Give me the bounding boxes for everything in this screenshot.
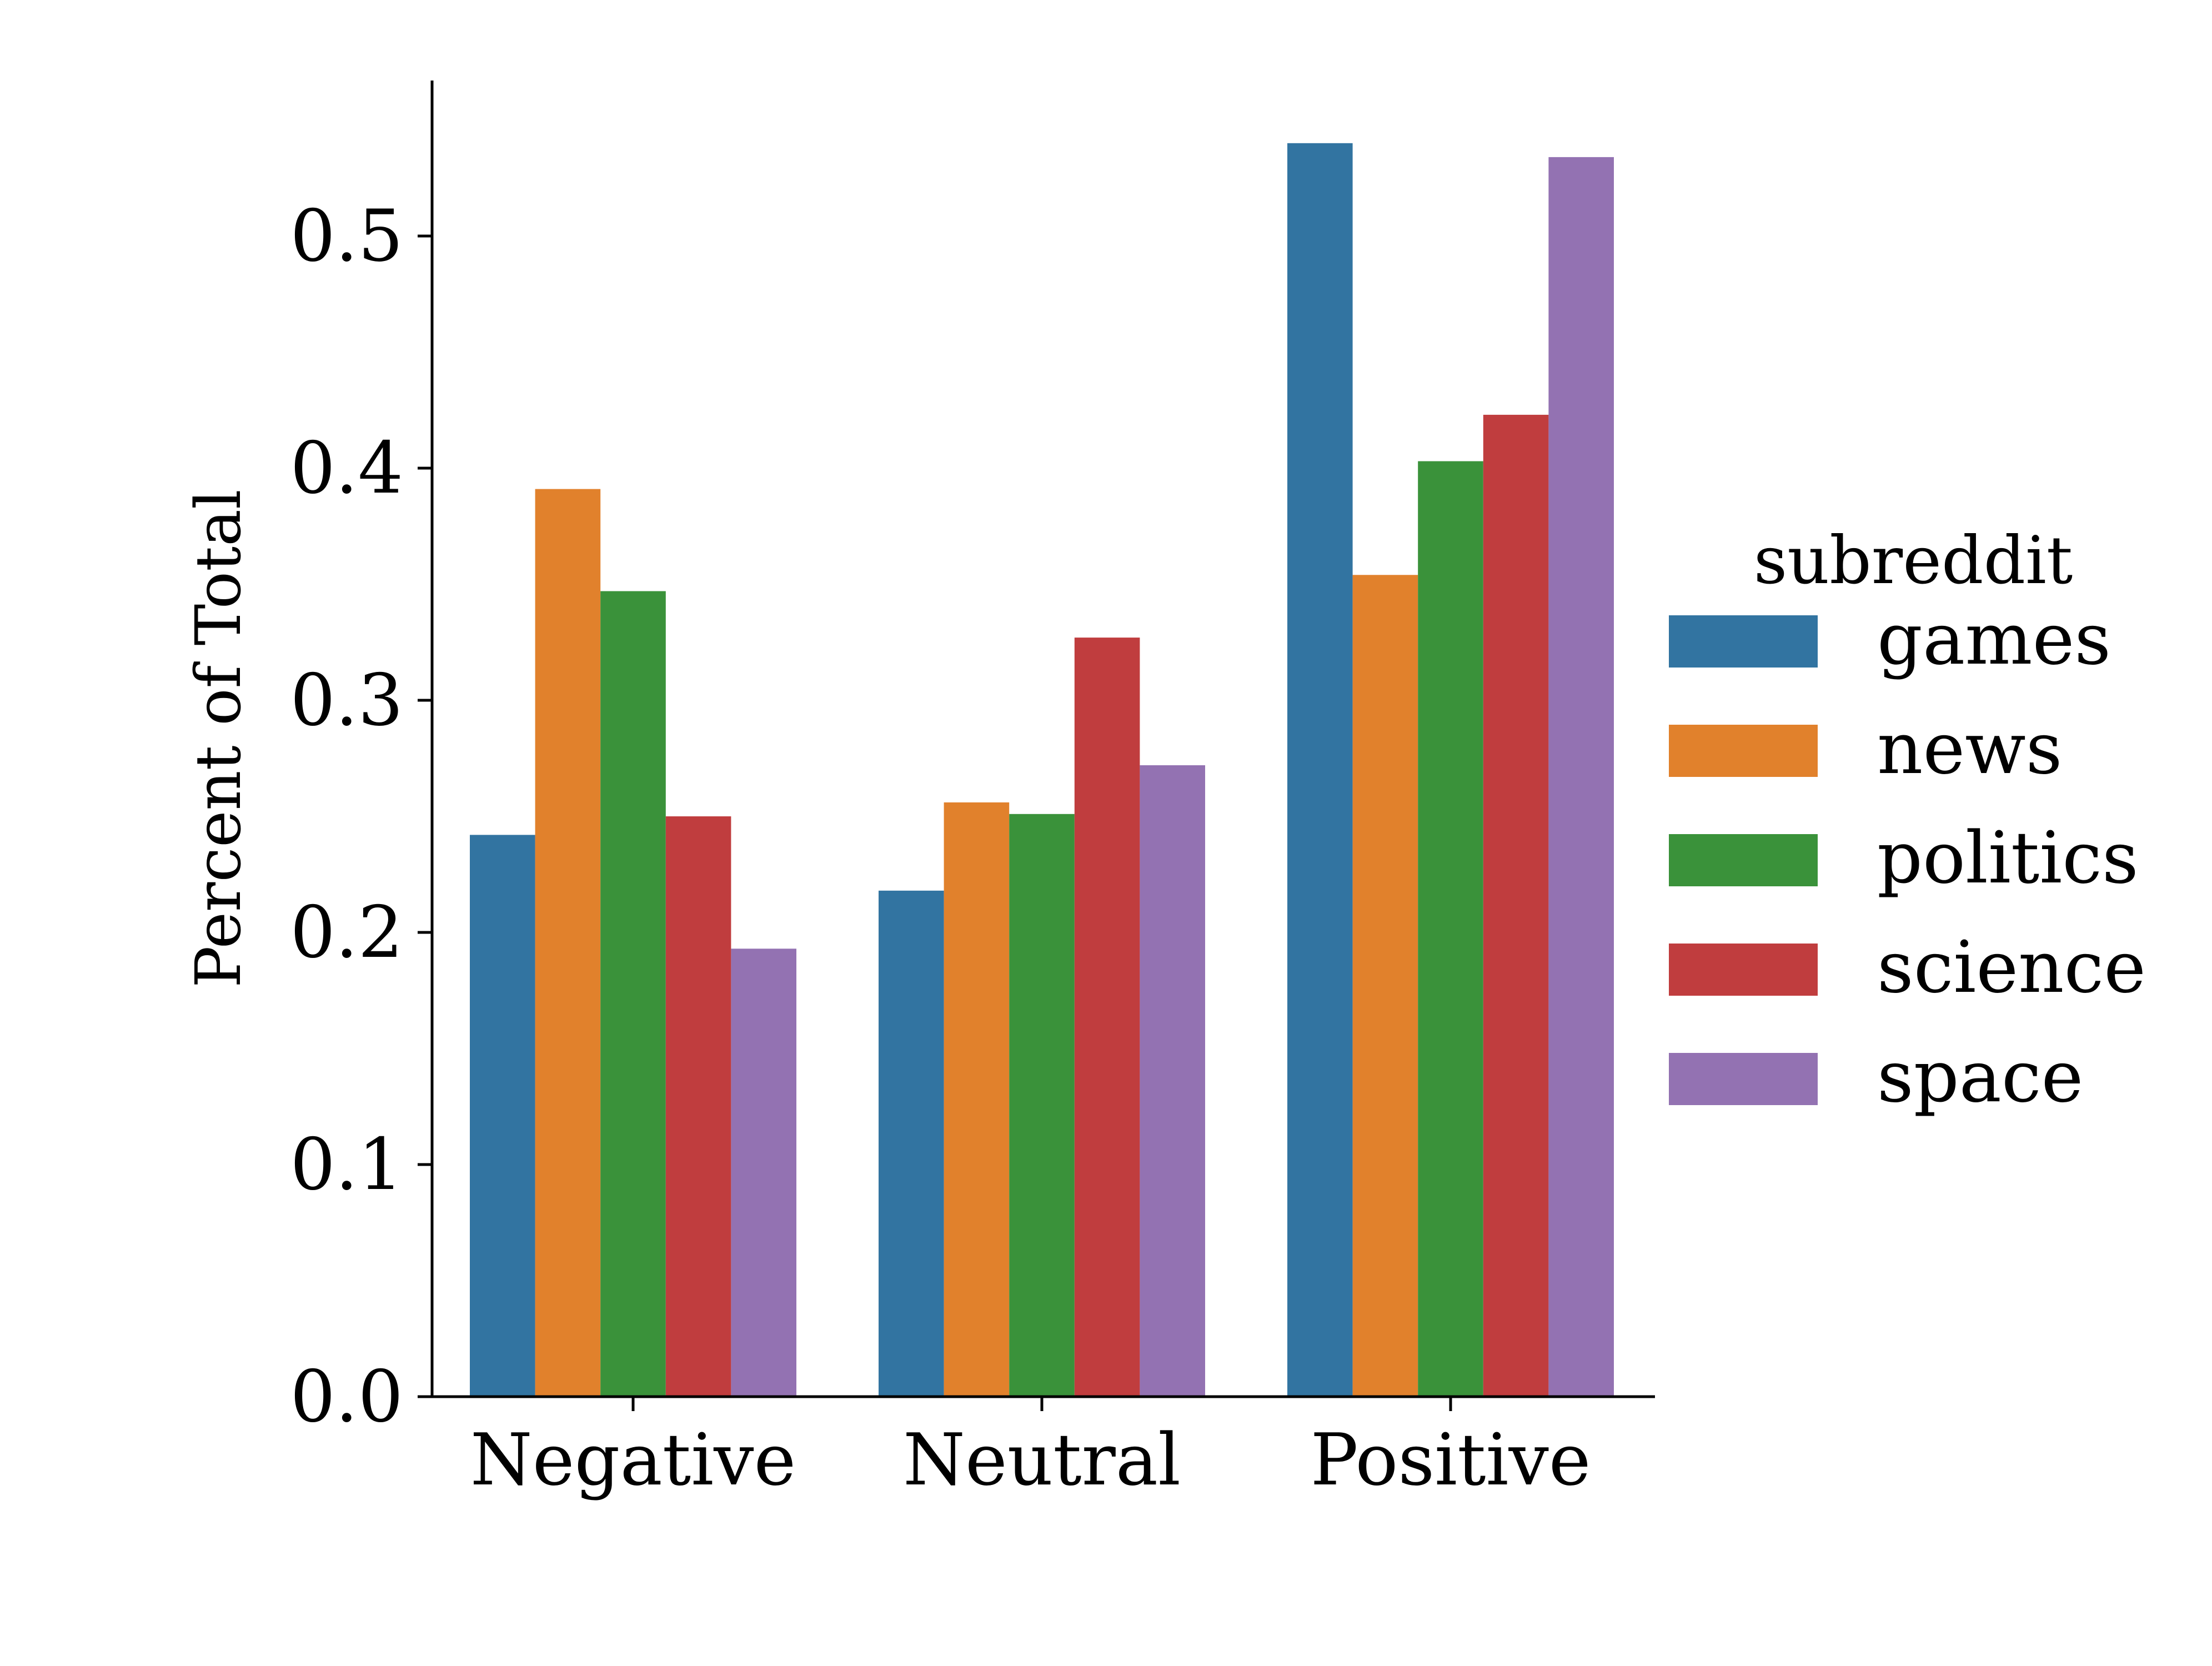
x-ticks: Negative Neutral Positive xyxy=(470,1397,1591,1502)
legend-swatch-science xyxy=(1669,944,1818,996)
bar-space-positive xyxy=(1548,157,1614,1397)
bar-politics-neutral xyxy=(1009,814,1075,1397)
y-axis-title: Percent of Total xyxy=(183,489,255,987)
bar-politics-positive xyxy=(1418,461,1483,1397)
legend-label-games: games xyxy=(1877,598,2111,681)
bar-news-negative xyxy=(535,489,601,1397)
legend-label-science: science xyxy=(1877,926,2146,1009)
x-tick-label-negative: Negative xyxy=(470,1419,796,1502)
x-tick-label-positive: Positive xyxy=(1310,1419,1591,1502)
y-tick-label: 0.2 xyxy=(290,891,403,974)
legend-swatch-space xyxy=(1669,1053,1818,1105)
bar-games-neutral xyxy=(879,890,944,1397)
legend-swatch-games xyxy=(1669,615,1818,668)
legend-label-news: news xyxy=(1877,707,2062,790)
legend-swatch-news xyxy=(1669,725,1818,777)
bar-politics-negative xyxy=(600,591,666,1397)
y-tick-label: 0.3 xyxy=(290,659,403,742)
bar-games-positive xyxy=(1287,143,1353,1397)
legend-swatch-politics xyxy=(1669,834,1818,886)
y-tick-label: 0.4 xyxy=(290,427,403,510)
bar-games-negative xyxy=(470,835,535,1397)
bar-science-negative xyxy=(665,816,731,1397)
legend: subreddit games news politics science space xyxy=(1669,522,2146,1118)
x-tick-label-neutral: Neutral xyxy=(903,1419,1181,1502)
legend-label-space: space xyxy=(1877,1036,2083,1118)
bar-news-neutral xyxy=(944,802,1010,1397)
y-tick-label: 0.0 xyxy=(290,1356,403,1438)
bar-space-neutral xyxy=(1140,765,1205,1397)
y-ticks: 0.0 0.1 0.2 0.3 0.4 0.5 xyxy=(290,195,432,1438)
bar-news-positive xyxy=(1352,575,1418,1397)
y-tick-label: 0.1 xyxy=(290,1123,403,1206)
bar-science-neutral xyxy=(1074,638,1140,1397)
bar-space-negative xyxy=(731,949,796,1397)
bar-science-positive xyxy=(1483,414,1549,1397)
legend-label-politics: politics xyxy=(1877,817,2139,900)
legend-title: subreddit xyxy=(1754,522,2073,599)
bars-layer xyxy=(470,143,1614,1397)
y-tick-label: 0.5 xyxy=(290,195,403,278)
